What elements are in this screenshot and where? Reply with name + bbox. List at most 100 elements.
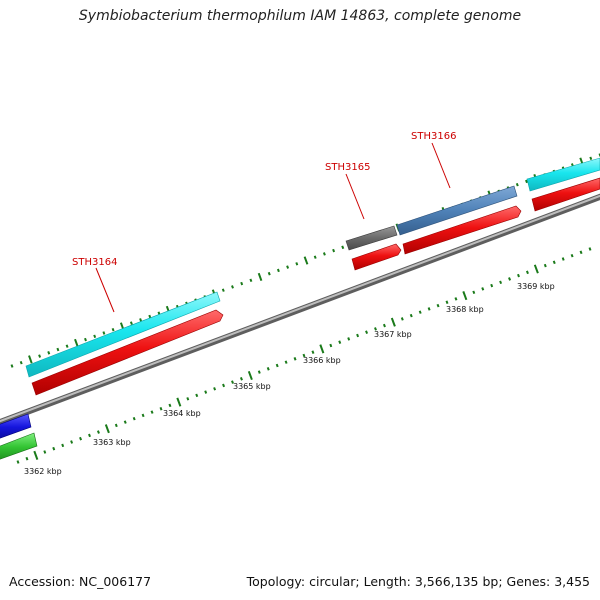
inner-tick-minor <box>436 303 440 308</box>
outer-tick-major <box>257 272 263 282</box>
outer-tick-minor <box>84 337 87 342</box>
inner-tick-minor <box>400 317 404 321</box>
inner-tick-minor <box>293 357 297 361</box>
outer-tick-major <box>28 355 33 364</box>
outer-tick-major <box>74 338 79 348</box>
outer-tick-minor <box>322 252 326 256</box>
leader-line-sth3164 <box>95 267 115 313</box>
inner-tick-minor <box>499 280 503 285</box>
outer-tick-minor <box>525 179 528 184</box>
kbp-label-3366: 3366 kbp <box>303 356 341 365</box>
inner-tick-minor <box>16 460 20 464</box>
gene-red-middle-arrow <box>402 205 522 255</box>
outer-tick-minor <box>221 288 225 292</box>
inner-tick-minor <box>338 340 342 344</box>
gene-steelblue-feature <box>396 185 518 236</box>
inner-tick-minor <box>356 333 360 338</box>
outer-tick-minor <box>93 334 97 339</box>
kbp-label-3364: 3364 kbp <box>163 409 201 418</box>
inner-tick-minor <box>25 456 29 461</box>
inner-tick-minor <box>374 327 377 331</box>
gene-cyan-left <box>25 291 221 378</box>
inner-tick-minor <box>159 406 163 411</box>
outer-tick-minor <box>589 156 593 161</box>
inner-tick-minor <box>266 367 270 371</box>
leader-line-sth3165 <box>345 173 365 220</box>
inner-tick-minor <box>275 363 279 368</box>
outer-tick-minor <box>129 321 133 325</box>
inner-tick-minor <box>329 343 333 348</box>
gene-red-left-arrow <box>31 309 224 396</box>
outer-tick-minor <box>276 268 280 273</box>
gene-gray-feature <box>345 225 398 251</box>
inner-tick-major <box>33 450 39 460</box>
inner-tick-minor <box>472 290 476 295</box>
inner-tick-major <box>390 317 396 327</box>
kbp-label-3367: 3367 kbp <box>374 330 412 339</box>
inner-tick-minor <box>61 443 65 448</box>
gene-red-right <box>531 177 600 212</box>
outer-tick-minor <box>102 331 106 335</box>
outer-tick-minor <box>47 351 51 355</box>
inner-tick-minor <box>552 260 556 265</box>
accession-text: Accession: NC_006177 <box>9 574 152 589</box>
inner-tick-minor <box>302 353 306 358</box>
outer-tick-major <box>303 256 309 265</box>
kbp-label-3365: 3365 kbp <box>233 382 271 391</box>
inner-scale-ticks <box>16 247 592 464</box>
outer-tick-minor <box>56 347 60 352</box>
gene-label-sth3166: STH3166 <box>411 131 456 142</box>
outer-tick-minor <box>515 182 519 187</box>
outer-tick-minor <box>313 255 317 259</box>
inner-tick-minor <box>123 420 127 424</box>
outer-tick-minor <box>267 271 271 276</box>
inner-tick-minor <box>418 310 422 314</box>
gene-red-small-arrow <box>351 243 402 271</box>
kbp-label-3362: 3362 kbp <box>24 467 62 476</box>
inner-tick-minor <box>79 436 83 441</box>
inner-tick-minor <box>168 403 172 408</box>
inner-tick-major <box>319 344 325 354</box>
outer-tick-minor <box>111 327 115 332</box>
inner-tick-minor <box>481 287 485 291</box>
gene-label-sth3165: STH3165 <box>325 162 370 173</box>
outer-tick-minor <box>332 248 336 253</box>
outer-tick-minor <box>148 314 152 319</box>
inner-tick-minor <box>347 337 351 341</box>
inner-tick-minor <box>52 446 56 451</box>
inner-tick-major <box>104 424 110 434</box>
inner-tick-minor <box>508 277 512 281</box>
outer-tick-minor <box>19 360 23 365</box>
inner-tick-minor <box>239 377 243 381</box>
gene-green-feature <box>0 432 38 460</box>
inner-tick-minor <box>543 263 547 268</box>
leader-line-sth3166 <box>431 142 451 189</box>
inner-tick-minor <box>213 387 217 391</box>
inner-tick-minor <box>186 397 190 401</box>
inner-tick-minor <box>579 250 583 255</box>
outer-tick-minor <box>249 278 253 283</box>
inner-tick-minor <box>570 253 574 258</box>
inner-tick-minor <box>96 430 100 434</box>
inner-tick-minor <box>195 393 199 398</box>
gene-cyan-right <box>526 157 600 192</box>
outer-tick-minor <box>231 285 234 289</box>
inner-tick-minor <box>409 313 413 318</box>
kbp-label-3369: 3369 kbp <box>517 282 555 291</box>
genome-title: Symbiobacterium thermophilum IAM 14863, … <box>78 8 522 24</box>
inner-tick-minor <box>141 413 145 418</box>
inner-tick-minor <box>222 383 226 388</box>
inner-tick-minor <box>311 350 315 354</box>
inner-tick-minor <box>490 283 494 288</box>
inner-tick-minor <box>365 330 369 334</box>
kbp-label-3363: 3363 kbp <box>93 438 131 447</box>
inner-tick-major <box>462 291 468 301</box>
inner-tick-minor <box>382 323 386 328</box>
inner-tick-minor <box>257 370 261 374</box>
inner-tick-minor <box>561 257 565 261</box>
inner-tick-minor <box>445 300 449 305</box>
inner-tick-minor <box>231 380 234 384</box>
inner-tick-major <box>247 370 253 381</box>
outer-tick-minor <box>240 281 244 286</box>
